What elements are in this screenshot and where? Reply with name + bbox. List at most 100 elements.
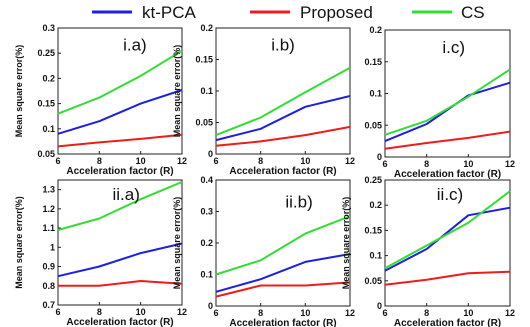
legend-entry-kt-pca: kt-PCA [92,3,197,22]
y-tick-label: 0.3 [42,23,55,33]
x-axis-label: Acceleration factor (R) [66,317,173,327]
panel-title: i.c) [442,38,465,57]
x-tick-label: 10 [136,307,146,317]
series-line-cs [215,215,351,276]
panel-5: 0 0.1 0.2 0.3 0.4 6 8 10 12 Acceleration factor (… [172,175,355,327]
y-tick-label: 0.15 [364,225,382,235]
x-tick-label: 10 [463,308,473,318]
y-tick-label: 0 [377,301,382,311]
y-tick-label: 0.2 [369,200,382,210]
y-tick-label: 0.15 [37,99,55,109]
y-axis-label: Mean square error(%) [341,197,351,290]
y-tick-label: 0.8 [42,281,55,291]
x-tick-label: 6 [382,159,387,169]
y-tick-label: 0.1 [369,89,382,99]
x-tick-label: 8 [97,307,102,317]
x-tick-label: 12 [177,156,187,166]
series-line-kt-pca [384,81,511,143]
y-tick-label: 0.2 [200,23,213,33]
x-tick-label: 8 [97,156,102,166]
y-tick-label: 0 [377,152,382,162]
panel-6: 0 0.05 0.1 0.15 0.2 0.25 6 8 10 12 Acceleration fa… [341,175,515,327]
panel-title: ii.c) [437,185,463,204]
x-tick-label: 6 [213,308,218,318]
y-tick-label: 1.1 [42,223,55,233]
x-tick-label: 12 [345,308,355,318]
series-line-proposed [58,280,183,287]
x-tick-label: 8 [258,156,263,166]
series-line-proposed [215,125,351,147]
x-tick-label: 12 [505,159,515,169]
y-tick-label: 1 [50,242,55,252]
series-line-cs [57,180,183,231]
y-axis-label: Mean square error(%) [172,45,182,138]
y-tick-label: 0.05 [195,118,213,128]
y-tick-label: 1.3 [42,185,55,195]
series-line-kt-pca [215,95,351,142]
series-line-kt-pca [57,89,183,135]
x-tick-label: 10 [463,159,473,169]
series-line-proposed [384,130,511,150]
y-tick-label: 0.2 [369,25,382,35]
y-axis-label: Mean square error(%) [14,196,24,289]
y-tick-label: 0.1 [369,251,382,261]
series-line-proposed [215,281,351,298]
legend-entry-cs: CS [412,3,485,22]
plot-frame [57,27,183,155]
x-tick-label: 12 [177,307,187,317]
y-tick-label: 0.4 [200,175,213,185]
series-line-cs [57,49,183,115]
y-tick-label: 0.25 [364,175,382,185]
y-tick-label: 0.7 [42,300,55,310]
y-tick-label: 0 [208,149,213,159]
y-tick-label: 0 [208,301,213,311]
x-axis-label: Acceleration factor (R) [394,169,501,180]
plot-frame [57,179,183,306]
y-tick-label: 0.2 [200,238,213,248]
x-tick-label: 8 [424,308,429,318]
panel-title: i.a) [123,36,147,55]
series-line-cs [215,66,351,137]
legend-entry-proposed: Proposed [250,3,373,22]
panel-1: 0.05 0.1 0.15 0.2 0.25 0.3 6 8 10 12 Acceleration … [14,23,187,177]
y-tick-label: 0.15 [195,55,213,65]
series-line-cs [384,68,511,136]
y-tick-label: 0.15 [364,57,382,67]
legend-label-proposed: Proposed [300,3,373,22]
y-tick-label: 0.05 [37,149,55,159]
panel-3: 0 0.05 0.1 0.15 0.2 6 8 10 12 Acceleration factor… [364,25,515,180]
y-tick-label: 0.25 [37,48,55,58]
y-tick-label: 0.9 [42,262,55,272]
y-axis-label: Mean square error(%) [172,197,182,290]
x-tick-label: 12 [345,156,355,166]
x-tick-label: 10 [136,156,146,166]
x-tick-label: 12 [505,308,515,318]
y-tick-label: 0.05 [364,120,382,130]
series-line-proposed [384,270,511,286]
x-tick-label: 6 [55,307,60,317]
legend: kt-PCA Proposed CS [92,3,485,22]
x-axis-label: Acceleration factor (R) [394,318,501,327]
x-axis-label: Acceleration factor (R) [229,318,336,327]
x-axis-label: Acceleration factor (R) [66,166,173,177]
series-line-kt-pca [57,242,183,278]
x-tick-label: 6 [55,156,60,166]
series-line-kt-pca [384,206,511,272]
y-tick-label: 0.2 [42,73,55,83]
x-tick-label: 10 [300,156,310,166]
y-tick-label: 0.1 [42,124,55,134]
x-axis-label: Acceleration factor (R) [229,166,336,177]
panel-title: i.b) [271,36,295,55]
series-line-cs [384,190,511,270]
y-tick-label: 0.05 [364,276,382,286]
series-line-proposed [57,133,183,148]
x-tick-label: 10 [300,308,310,318]
legend-label-kt-pca: kt-PCA [142,3,197,22]
panel-title: ii.a) [112,185,139,204]
panel-2: 0 0.05 0.1 0.15 0.2 6 8 10 12 Acceleration factor… [172,23,355,177]
y-tick-label: 0.3 [200,207,213,217]
y-tick-label: 0.1 [200,270,213,280]
x-tick-label: 8 [258,308,263,318]
panel-title: ii.b) [285,193,312,212]
